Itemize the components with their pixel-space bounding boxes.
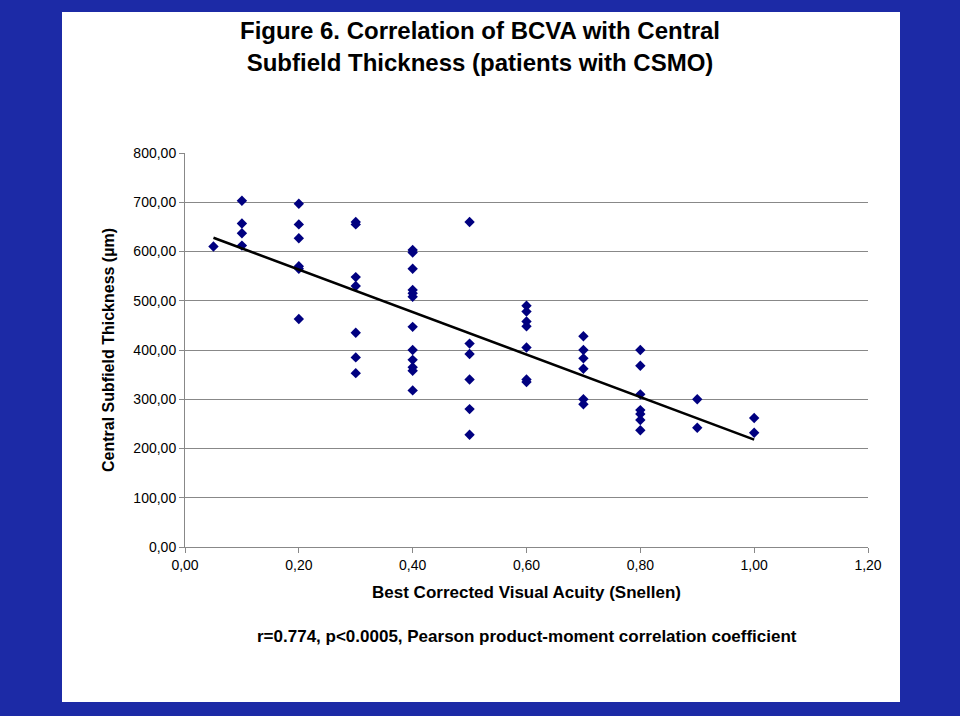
svg-text:0,00: 0,00 [171,557,198,573]
svg-text:0,20: 0,20 [285,557,312,573]
svg-text:100,00: 100,00 [133,490,176,506]
svg-text:Best Corrected Visual Acuity (: Best Corrected Visual Acuity (Snellen) [372,583,681,602]
svg-text:r=0.774, p<0.0005, Pearson pro: r=0.774, p<0.0005, Pearson product-momen… [257,627,797,646]
svg-text:800,00: 800,00 [133,145,176,161]
svg-text:Central Subfield Thickness (µm: Central Subfield Thickness (µm) [100,228,117,472]
svg-text:1,00: 1,00 [741,557,768,573]
svg-text:600,00: 600,00 [133,243,176,259]
svg-text:500,00: 500,00 [133,293,176,309]
svg-text:200,00: 200,00 [133,440,176,456]
svg-text:300,00: 300,00 [133,391,176,407]
svg-text:Figure 6. Correlation of BCVA: Figure 6. Correlation of BCVA with Centr… [240,17,720,75]
svg-text:400,00: 400,00 [133,342,176,358]
svg-text:0,00: 0,00 [149,539,176,555]
svg-text:0,40: 0,40 [399,557,426,573]
svg-text:1,20: 1,20 [854,557,881,573]
svg-text:700,00: 700,00 [133,194,176,210]
svg-text:0,60: 0,60 [513,557,540,573]
svg-text:0,80: 0,80 [627,557,654,573]
